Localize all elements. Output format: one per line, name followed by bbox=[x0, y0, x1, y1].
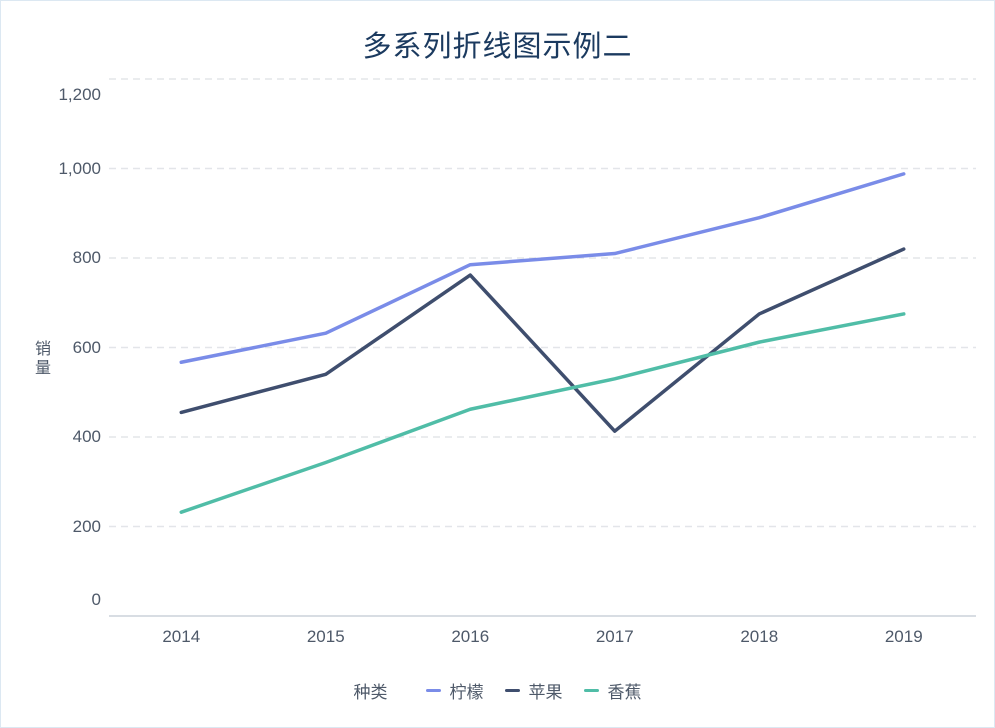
chart-title: 多系列折线图示例二 bbox=[362, 31, 633, 63]
x-tick-label: 2014 bbox=[162, 627, 201, 646]
y-tick-label: 200 bbox=[72, 516, 101, 536]
legend-line-marker-icon bbox=[504, 689, 520, 692]
series-line-0 bbox=[179, 172, 906, 365]
legend-item-2[interactable]: 香蕉 bbox=[583, 678, 642, 703]
y-tick-label: 400 bbox=[72, 427, 101, 446]
y-tick-label: 600 bbox=[72, 337, 101, 357]
y-tick-label: 1,200 bbox=[58, 85, 101, 104]
legend-item-label: 柠檬 bbox=[449, 683, 484, 702]
series-line-2 bbox=[179, 312, 906, 514]
legend-title: 种类 bbox=[353, 683, 388, 702]
legend-line-marker-icon bbox=[583, 689, 599, 692]
legend-line-marker-icon bbox=[425, 689, 441, 692]
legend: 种类 柠檬 苹果 香蕉 bbox=[1, 678, 994, 703]
legend-item-label: 香蕉 bbox=[607, 683, 642, 702]
legend-items: 柠檬 苹果 香蕉 bbox=[425, 678, 642, 703]
legend-item-label: 苹果 bbox=[528, 683, 563, 702]
x-tick-label: 2015 bbox=[306, 627, 345, 646]
y-tick-label: 0 bbox=[91, 590, 101, 609]
y-tick-label: 800 bbox=[72, 248, 101, 267]
legend-item-1[interactable]: 苹果 bbox=[504, 678, 563, 703]
legend-item-0[interactable]: 柠檬 bbox=[425, 678, 484, 703]
x-tick-label: 2016 bbox=[451, 627, 490, 646]
x-tick-label: 2017 bbox=[595, 627, 634, 646]
y-axis-title: 销量 bbox=[32, 340, 49, 378]
y-tick-label: 1,000 bbox=[58, 158, 101, 178]
x-tick-label: 2018 bbox=[740, 627, 779, 646]
x-tick-label: 2019 bbox=[884, 627, 923, 646]
series-line-1 bbox=[179, 247, 906, 433]
